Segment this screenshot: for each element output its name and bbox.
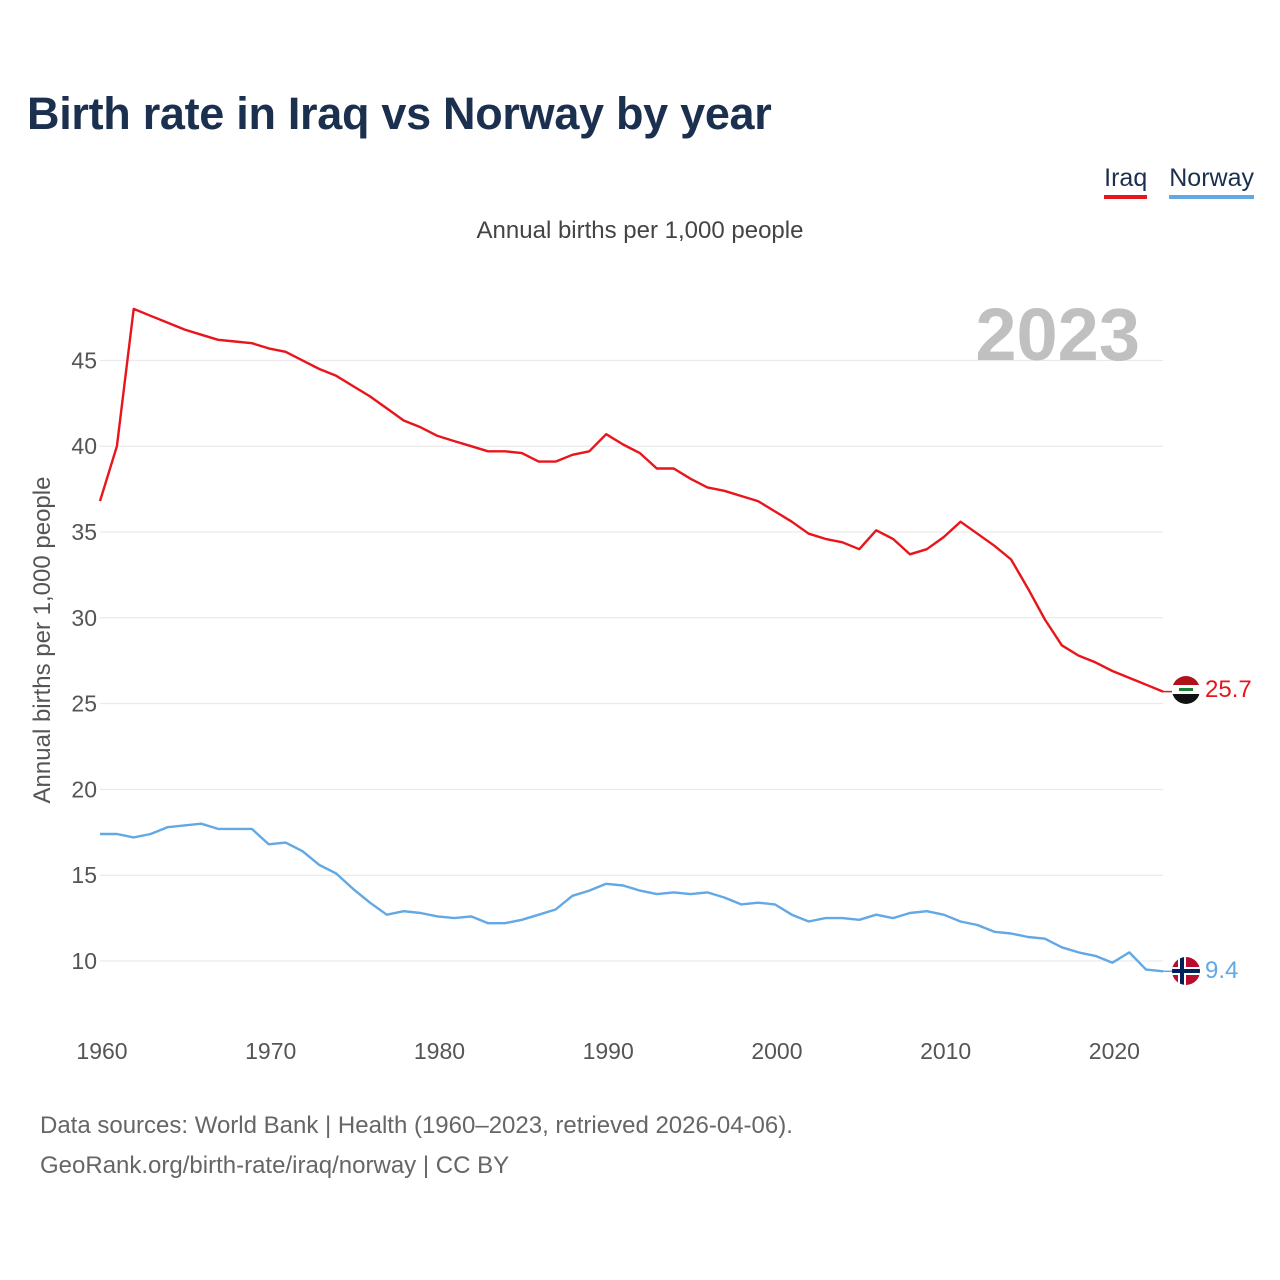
end-label-iraq: 25.7 [1205,676,1252,703]
series-layer [98,307,1172,973]
x-tick-label: 1960 [76,1038,127,1064]
y-tick-label: 30 [71,605,97,631]
series-line-iraq[interactable] [98,307,1164,693]
legend: Iraq Norway [1104,164,1254,199]
y-tick-label: 20 [71,776,97,802]
x-tick-label: 2020 [1089,1038,1140,1064]
year-watermark: 2023 [975,293,1140,376]
y-tick-label: 10 [71,948,97,974]
y-tick-label: 15 [71,862,97,888]
line-chart: 2023 10 15 20 25 30 35 40 45 1960 1970 1980 1990 20… [29,293,1252,1064]
y-tick-label: 35 [71,519,97,545]
footer-link[interactable]: GeoRank.org/birth-rate/iraq/norway | CC … [40,1152,510,1179]
y-axis-label: Annual births per 1,000 people [29,477,56,804]
chart-subtitle: Annual births per 1,000 people [476,217,804,244]
x-tick-label: 1980 [414,1038,465,1064]
norway-flag-icon [1172,957,1200,985]
end-markers [1172,676,1200,985]
footer: Data sources: World Bank | Health (1960–… [40,1106,793,1186]
x-axis-ticks: 1960 1970 1980 1990 2000 2010 2020 [76,1038,1140,1064]
y-tick-label: 45 [71,347,97,373]
y-axis-ticks: 10 15 20 25 30 35 40 45 [71,347,97,974]
x-tick-label: 1990 [583,1038,634,1064]
series-line-norway[interactable] [100,822,1164,973]
y-tick-label: 25 [71,691,97,717]
chart-title: Birth rate in Iraq vs Norway by year [27,88,772,139]
x-tick-label: 2000 [751,1038,802,1064]
legend-item-iraq[interactable]: Iraq [1104,164,1148,199]
iraq-flag-icon [1172,676,1200,704]
x-tick-label: 1970 [245,1038,296,1064]
y-tick-label: 40 [71,433,97,459]
x-tick-label: 2010 [920,1038,971,1064]
end-label-norway: 9.4 [1205,957,1238,984]
grid-lines [100,359,1163,962]
footer-sources: Data sources: World Bank | Health (1960–… [40,1112,793,1139]
legend-item-norway[interactable]: Norway [1169,164,1254,199]
